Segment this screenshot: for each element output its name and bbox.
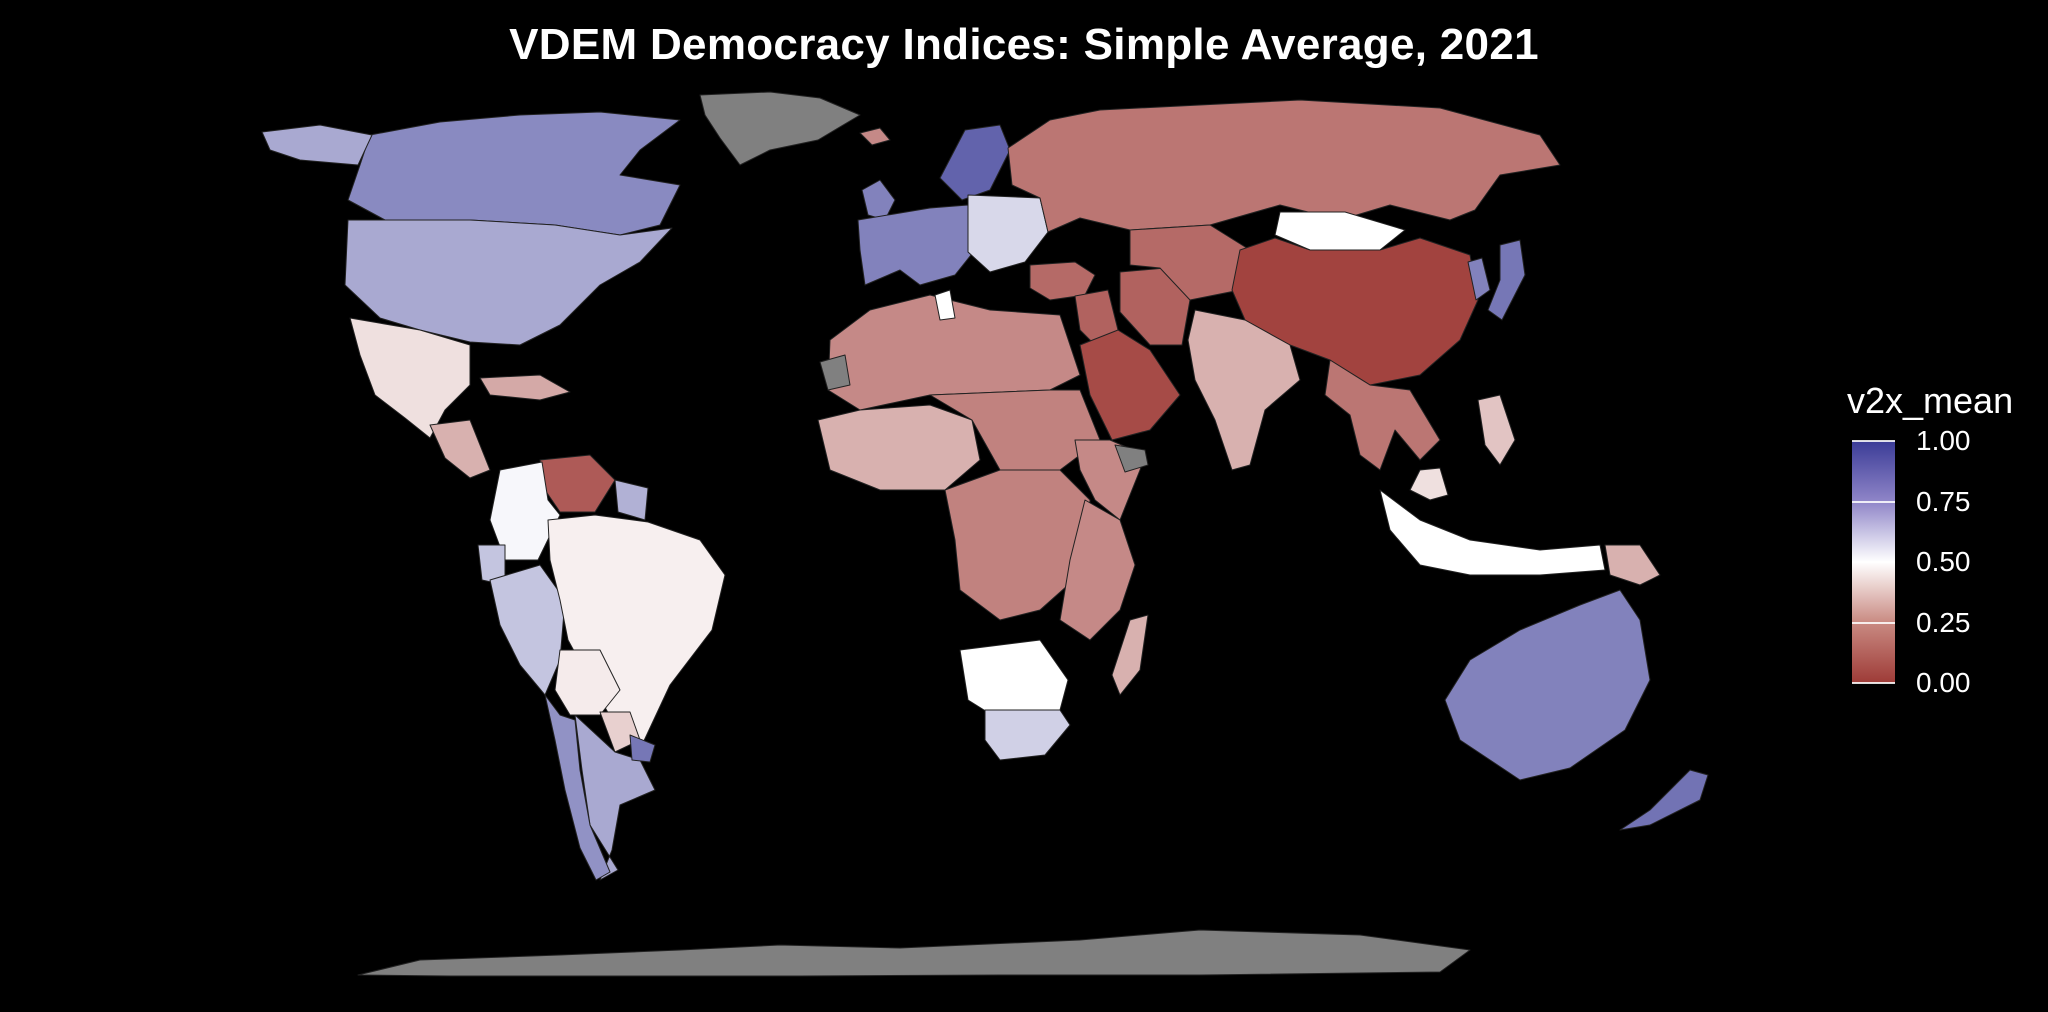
region-southeast-asia: [1324, 359, 1441, 471]
region-central-asia: [1129, 224, 1251, 301]
region-new-zealand: [1619, 769, 1709, 831]
region-western-europe: [857, 204, 976, 286]
region-russia: [1007, 99, 1561, 233]
region-guianas: [614, 479, 649, 521]
region-caribbean: [479, 374, 571, 401]
legend-tick-label: 0.50: [1916, 546, 1971, 577]
region-japan: [1487, 239, 1526, 321]
legend-tick-mark: [1852, 440, 1895, 442]
region-east-africa: [1059, 499, 1136, 641]
region-canada: [347, 111, 681, 236]
region-antarctica: [357, 929, 1471, 977]
region-arabian-peninsula: [1079, 329, 1181, 441]
region-scandinavia: [939, 124, 1011, 201]
region-peru: [489, 564, 566, 696]
region-malaysia: [1409, 467, 1449, 501]
region-tunisia: [934, 289, 956, 321]
legend-tick-mark: [1852, 621, 1895, 624]
region-brazil: [547, 514, 726, 746]
legend-tick-label: 0.25: [1916, 606, 1971, 638]
legend-tick-label: 0.00: [1916, 667, 1971, 698]
region-north-africa: [827, 294, 1081, 411]
legend-title: v2x_mean: [1847, 380, 2014, 421]
region-eastern-europe: [967, 194, 1049, 273]
legend-tick-label: 1.00: [1916, 425, 1971, 456]
region-chile: [544, 694, 611, 881]
region-korea: [1467, 257, 1491, 301]
legend-tick-mark: [1852, 500, 1895, 503]
region-iceland: [859, 127, 891, 146]
map-title: VDEM Democracy Indices: Simple Average, …: [509, 20, 1539, 69]
region-uk-ireland: [861, 179, 896, 221]
region-alaska: [261, 124, 373, 166]
region-western-sahara: [819, 354, 851, 391]
region-australia: [1444, 589, 1651, 781]
region-central-america: [429, 419, 491, 479]
region-southern-africa: [959, 639, 1069, 721]
legend-tick-label: 0.75: [1916, 485, 1971, 517]
region-india: [1187, 309, 1301, 471]
region-somaliland: [1114, 444, 1149, 473]
region-indonesia: [1379, 489, 1606, 576]
legend-tick-mark: [1852, 561, 1895, 563]
region-bolivia: [554, 649, 621, 716]
legend-tick-mark: [1852, 682, 1895, 684]
region-philippines: [1477, 394, 1516, 466]
region-greenland: [699, 91, 861, 166]
region-usa: [344, 219, 673, 346]
region-central-africa: [944, 469, 1091, 621]
region-uruguay: [629, 734, 656, 763]
region-west-africa: [817, 404, 981, 491]
region-papua-new-guinea: [1604, 544, 1661, 586]
region-south-africa: [984, 709, 1071, 761]
region-madagascar: [1111, 614, 1149, 696]
